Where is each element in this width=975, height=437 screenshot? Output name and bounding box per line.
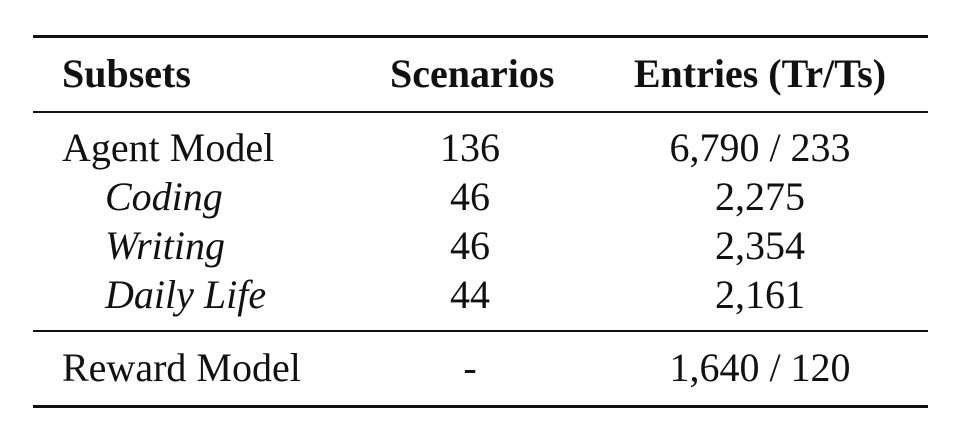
header-entries: Entries (Tr/Ts): [633, 51, 887, 96]
header-scenarios: Scenarios: [390, 51, 555, 96]
table-row-entries: 6,790 / 233: [669, 125, 851, 170]
section-rule: [33, 330, 928, 332]
table-row-scenarios: 136: [440, 125, 500, 170]
table-row-subset: Reward Model: [62, 345, 301, 390]
table-row-scenarios: 44: [450, 272, 490, 317]
header-rule: [33, 111, 928, 113]
table-row-entries: 2,275: [715, 174, 805, 219]
table-row-entries: 2,354: [715, 223, 805, 268]
table-row-subset: Daily Life: [105, 272, 267, 317]
table-row-subset: Coding: [105, 174, 223, 219]
table-row-scenarios: 46: [450, 174, 490, 219]
top-rule: [33, 35, 928, 38]
header-subsets: Subsets: [62, 51, 191, 96]
table-row-subset: Agent Model: [62, 125, 275, 170]
table-row-scenarios: 46: [450, 223, 490, 268]
bottom-rule: [33, 405, 928, 408]
table-row-entries: 2,161: [715, 272, 805, 317]
table-row-subset: Writing: [105, 223, 226, 268]
table-row-entries: 1,640 / 120: [669, 345, 851, 390]
table-row-scenarios: -: [463, 345, 477, 390]
